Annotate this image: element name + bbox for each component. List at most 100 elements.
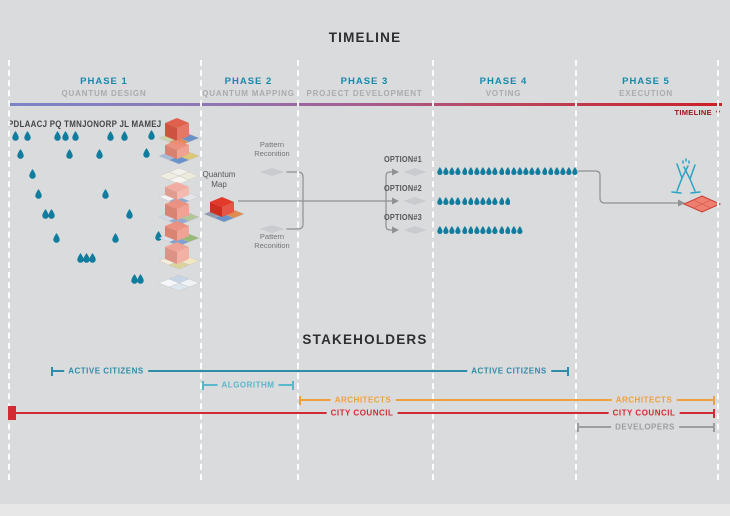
citizen-droplet-icon <box>455 197 461 206</box>
option2-diamond <box>400 196 430 206</box>
stakeholder-label: ACTIVE CITIZENS <box>467 366 551 376</box>
citizen-droplet-icon <box>17 149 24 159</box>
phase-header-4: PHASE 4 VOTING <box>480 76 528 98</box>
pattern-recognition-label: Pattern Reconition <box>254 140 290 158</box>
map-layer-tile <box>158 221 200 247</box>
option-label: OPTION#1 <box>384 155 422 164</box>
citizen-droplet-icon <box>529 167 535 176</box>
citizen-droplet-icon <box>54 131 61 141</box>
citizen-droplet-icon <box>511 167 517 176</box>
citizen-droplet-icon <box>504 197 511 206</box>
stakeholder-tick <box>713 396 715 405</box>
citizen-droplet-icon <box>121 131 128 141</box>
citizen-droplet-icon <box>498 226 504 235</box>
citizen-droplet-icon <box>72 131 79 141</box>
citizen-droplet-icon <box>42 209 49 219</box>
citizen-droplet-icon <box>480 167 486 176</box>
citizen-droplet-icon <box>492 226 498 235</box>
phase-name: PHASE 5 <box>622 76 670 87</box>
phase-divider-line <box>432 60 434 480</box>
citizen-droplet-icon <box>504 226 511 235</box>
stakeholder-tick <box>577 423 579 432</box>
citizen-droplet-icon <box>492 197 498 206</box>
bottom-strip <box>0 504 730 516</box>
stakeholder-line <box>52 370 568 372</box>
map-layer-tile <box>158 140 200 165</box>
citizen-droplet-icon <box>443 197 449 206</box>
stakeholder-tick <box>292 381 294 390</box>
citizen-droplet-icon <box>517 226 523 235</box>
citizen-droplet-icon <box>126 209 133 219</box>
citizen-droplet-icon <box>467 167 474 176</box>
citizen-droplet-icon <box>486 167 492 176</box>
stakeholder-tick <box>299 396 301 405</box>
citizen-droplet-icon <box>437 226 443 235</box>
citizen-droplet-icon <box>461 197 468 206</box>
phase-header-3: PHASE 3 PROJECT DEVELOPMENT <box>306 76 422 98</box>
phase-divider-line <box>200 60 202 480</box>
citizen-droplet-icon <box>560 167 566 176</box>
phase-subtitle: EXECUTION <box>619 89 673 98</box>
citizen-droplet-icon <box>554 167 560 176</box>
map-layer-tile <box>158 274 200 292</box>
citizen-droplet-icon <box>24 131 31 141</box>
map-layer-tile <box>158 167 200 185</box>
citizen-droplet-icon <box>96 149 103 159</box>
citizen-droplet-icon <box>437 167 443 176</box>
citizen-droplet-icon <box>143 148 150 158</box>
timeline-gradient-bar <box>8 103 722 106</box>
citizen-droplet-icon <box>443 167 449 176</box>
stakeholder-tick <box>202 381 204 390</box>
phase-name: PHASE 2 <box>224 76 273 87</box>
citizen-droplet-icon <box>504 167 511 176</box>
phase-subtitle: PROJECT DEVELOPMENT <box>306 89 423 98</box>
pattern-bracket <box>286 171 304 230</box>
citizen-droplet-icon <box>480 197 486 206</box>
option-label: OPTION#2 <box>384 184 422 193</box>
pattern-recognition-label: Pattern Reconition <box>254 232 290 250</box>
option3-diamond <box>400 225 430 235</box>
options-branch <box>385 171 392 231</box>
citizen-droplet-icon <box>498 197 504 206</box>
pattern-diamond-bottom <box>256 224 288 234</box>
citizen-droplet-icon <box>467 226 474 235</box>
citizen-droplet-icon <box>547 167 554 176</box>
map-layer-tile <box>158 242 200 270</box>
map-layer-tile <box>158 182 200 206</box>
citizen-droplet-icon <box>498 167 504 176</box>
process-diamonds <box>256 167 430 235</box>
citizen-letters: PDLAACJ PQ TMNJONORP JL MAMEJ <box>8 119 162 129</box>
stakeholder-label: DEVELOPERS <box>611 422 679 432</box>
timeline-axis-text: TIMELINE <box>674 108 712 117</box>
citizen-droplet-icon <box>511 226 517 235</box>
citizen-droplet-icon <box>455 226 461 235</box>
citizen-droplet-icon <box>112 233 119 243</box>
citizen-droplet-icon <box>137 274 144 284</box>
map-layer-tile <box>158 118 200 147</box>
citizen-droplet-icon <box>148 130 155 140</box>
citizen-droplet-icon <box>449 167 455 176</box>
phase-header-1: PHASE 1 QUANTUM DESIGN <box>62 76 147 98</box>
citizen-droplet-icon <box>461 226 468 235</box>
option-label: OPTION#3 <box>384 213 422 222</box>
map-layer-tile <box>158 199 200 226</box>
citizen-droplet-icon <box>474 167 480 176</box>
phase-header-5: PHASE 5 EXECUTION <box>619 76 673 98</box>
citizen-droplet-icon <box>455 167 461 176</box>
stakeholder-label: CITY COUNCIL <box>608 408 680 418</box>
stakeholder-tick <box>713 423 715 432</box>
stakeholder-tick <box>567 367 569 376</box>
citizen-droplet-icon <box>12 131 19 141</box>
citizen-droplet-icon <box>474 197 480 206</box>
execution-diamond <box>682 195 722 213</box>
citizen-droplet-icon <box>102 189 109 199</box>
citizen-droplet-icon <box>437 197 443 206</box>
citizen-droplet-icon <box>107 131 114 141</box>
timeline-title: TIMELINE <box>328 30 402 45</box>
citizen-droplet-icon <box>535 167 541 176</box>
citizen-droplet-icon <box>66 149 73 159</box>
citizen-droplet-icon <box>480 226 486 235</box>
quantum-map-tile <box>203 197 245 223</box>
